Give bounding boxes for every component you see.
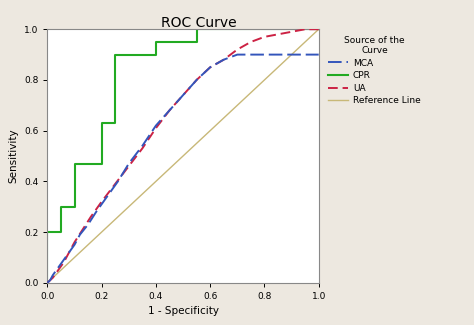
- Y-axis label: Sensitivity: Sensitivity: [9, 129, 18, 183]
- X-axis label: 1 - Specificity: 1 - Specificity: [147, 306, 219, 316]
- Legend: MCA, CPR, UA, Reference Line: MCA, CPR, UA, Reference Line: [327, 34, 422, 107]
- Text: ROC Curve: ROC Curve: [161, 16, 237, 30]
